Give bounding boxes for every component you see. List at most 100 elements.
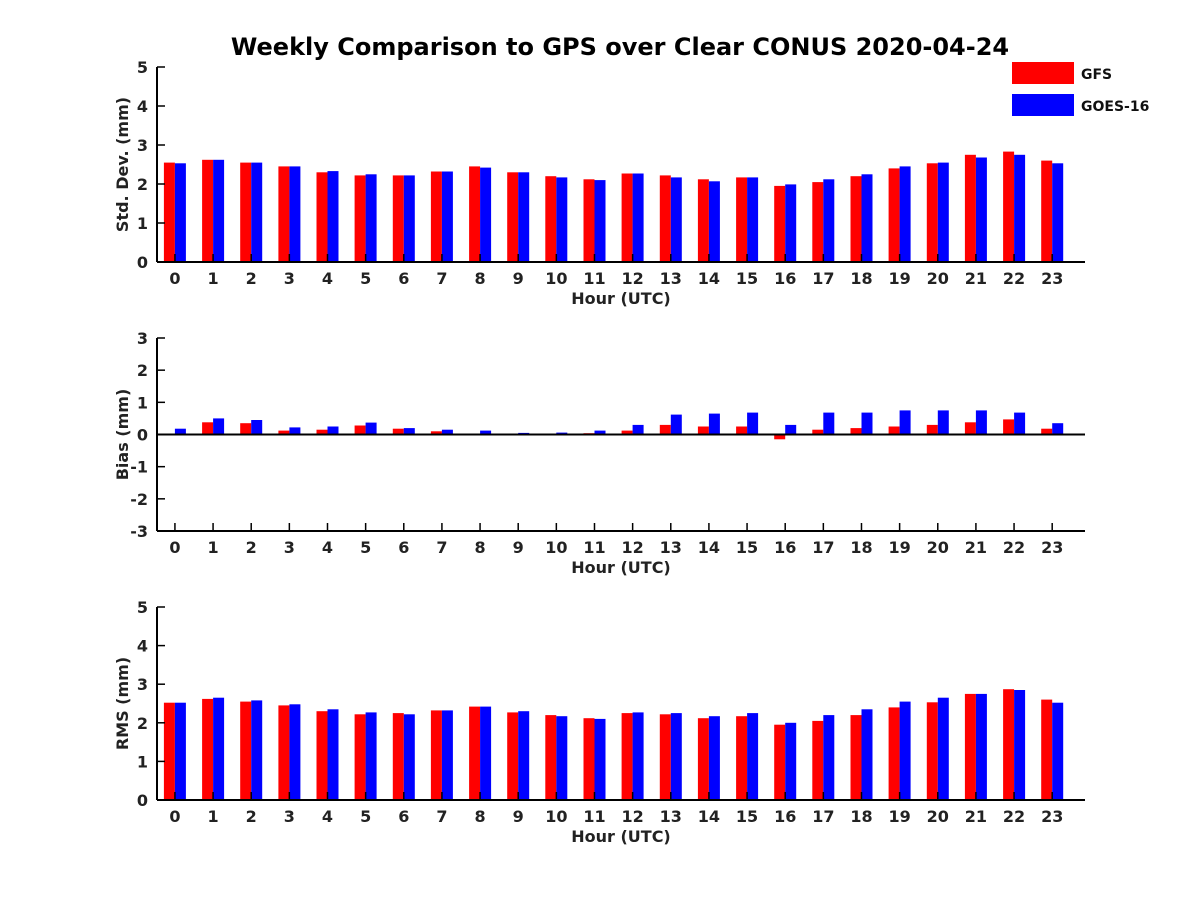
bias-bar-gfs-14 (697, 426, 709, 435)
rms-bar-goes16-2 (251, 700, 263, 800)
bias-x-tick-label: 3 (284, 538, 295, 557)
bias-bar-goes16-8 (480, 430, 492, 435)
std-dev-y-tick-label: 1 (137, 214, 148, 233)
bias-bar-gfs-2 (240, 423, 252, 435)
bias-bar-goes16-17 (823, 412, 835, 435)
bias-bar-gfs-20 (926, 424, 938, 435)
bias-bar-goes16-6 (403, 428, 415, 435)
rms-x-tick-label: 13 (660, 807, 682, 826)
std-dev-x-tick-label: 10 (545, 269, 567, 288)
std-dev-bar-goes16-12 (632, 173, 644, 262)
std-dev-bar-goes16-6 (403, 175, 415, 262)
rms-bar-goes16-3 (289, 704, 301, 800)
legend-swatch-goes16 (1012, 94, 1074, 116)
bias-x-tick-label: 9 (513, 538, 524, 557)
rms-x-tick-label: 7 (436, 807, 447, 826)
bias-bar-gfs-21 (964, 422, 976, 435)
std-dev-bar-goes16-16 (785, 184, 797, 262)
bias-x-tick-label: 14 (698, 538, 720, 557)
bias-x-tick-label: 4 (322, 538, 333, 557)
bias-bar-gfs-17 (812, 429, 824, 435)
rms-x-tick-label: 4 (322, 807, 333, 826)
bias-bar-goes16-1 (213, 418, 225, 435)
rms-bar-goes16-6 (403, 714, 415, 800)
rms-x-tick-label: 16 (774, 807, 796, 826)
rms-bar-gfs-18 (850, 715, 862, 800)
rms-bar-gfs-0 (163, 702, 175, 800)
bias-bar-gfs-19 (888, 426, 900, 435)
rms-x-tick-label: 5 (360, 807, 371, 826)
std-dev-bar-gfs-17 (812, 182, 824, 262)
std-dev-x-tick-label: 11 (583, 269, 605, 288)
bias-x-tick-label: 0 (169, 538, 180, 557)
std-dev-x-tick-label: 2 (246, 269, 257, 288)
rms-x-tick-label: 10 (545, 807, 567, 826)
std-dev-bar-gfs-12 (621, 173, 633, 262)
bias-y-tick-label: -2 (130, 490, 148, 509)
rms-bar-gfs-8 (469, 706, 481, 800)
bias-x-tick-label: 7 (436, 538, 447, 557)
bias-y-tick-label: 2 (137, 361, 148, 380)
rms-bar-goes16-22 (1014, 690, 1026, 800)
legend-label-gfs: GFS (1081, 67, 1112, 83)
rms-x-tick-label: 6 (398, 807, 409, 826)
bias-bar-goes16-2 (251, 420, 263, 435)
bias-bar-goes16-7 (441, 429, 453, 435)
bias-y-tick-label: -3 (130, 522, 148, 541)
bias-x-tick-label: 13 (660, 538, 682, 557)
legend-swatch-gfs (1012, 62, 1074, 84)
std-dev-bar-gfs-22 (1003, 151, 1015, 262)
rms-bar-gfs-4 (316, 711, 328, 800)
std-dev-bar-gfs-1 (202, 159, 214, 262)
bias-bar-gfs-22 (1003, 419, 1015, 435)
std-dev-bar-gfs-21 (964, 154, 976, 263)
bias-y-tick-label: -1 (130, 458, 148, 477)
std-dev-x-tick-label: 22 (1003, 269, 1025, 288)
bias-bar-goes16-20 (937, 410, 949, 435)
bias-bar-goes16-22 (1014, 412, 1026, 435)
rms-x-tick-label: 1 (207, 807, 218, 826)
legend: GFS GOES-16 (1012, 62, 1149, 116)
rms-bar-gfs-22 (1003, 689, 1015, 800)
rms-y-tick-label: 5 (137, 598, 148, 617)
rms-y-tick-label: 3 (137, 675, 148, 694)
bias-bar-gfs-12 (621, 430, 633, 435)
rms-bar-gfs-6 (392, 713, 404, 800)
bias-y-axis-label: Bias (mm) (113, 389, 132, 481)
rms-x-tick-label: 19 (888, 807, 910, 826)
rms-x-tick-label: 0 (169, 807, 180, 826)
std-dev-x-tick-label: 4 (322, 269, 333, 288)
bias-bar-gfs-23 (1041, 428, 1053, 435)
bias-x-tick-label: 12 (622, 538, 644, 557)
rms-x-tick-label: 14 (698, 807, 720, 826)
std-dev-x-tick-label: 0 (169, 269, 180, 288)
std-dev-x-tick-label: 9 (513, 269, 524, 288)
bias-y-tick-label: 0 (137, 426, 148, 445)
bias-x-tick-label: 10 (545, 538, 567, 557)
rms-x-tick-label: 11 (583, 807, 605, 826)
std-dev-bar-goes16-22 (1014, 154, 1026, 263)
rms-y-tick-label: 4 (137, 637, 148, 656)
rms-bar-gfs-13 (659, 714, 671, 800)
rms-bar-goes16-7 (441, 710, 453, 800)
std-dev-bar-goes16-8 (480, 167, 492, 262)
bias-x-tick-label: 15 (736, 538, 758, 557)
rms-bar-goes16-16 (785, 722, 797, 800)
bias-bar-goes16-3 (289, 427, 301, 435)
chart-title: Weekly Comparison to GPS over Clear CONU… (231, 33, 1009, 61)
rms-bar-goes16-21 (975, 693, 987, 800)
rms-bar-goes16-1 (213, 697, 225, 800)
bias-x-tick-label: 18 (850, 538, 872, 557)
rms-bar-goes16-5 (365, 712, 377, 800)
std-dev-x-tick-label: 13 (660, 269, 682, 288)
std-dev-bar-gfs-0 (163, 162, 175, 262)
std-dev-x-tick-label: 14 (698, 269, 720, 288)
bias-y-tick-label: 1 (137, 393, 148, 412)
rms-x-tick-label: 9 (513, 807, 524, 826)
rms-bar-gfs-10 (545, 715, 557, 800)
bias-bar-gfs-16 (774, 434, 786, 440)
std-dev-x-tick-label: 17 (812, 269, 834, 288)
